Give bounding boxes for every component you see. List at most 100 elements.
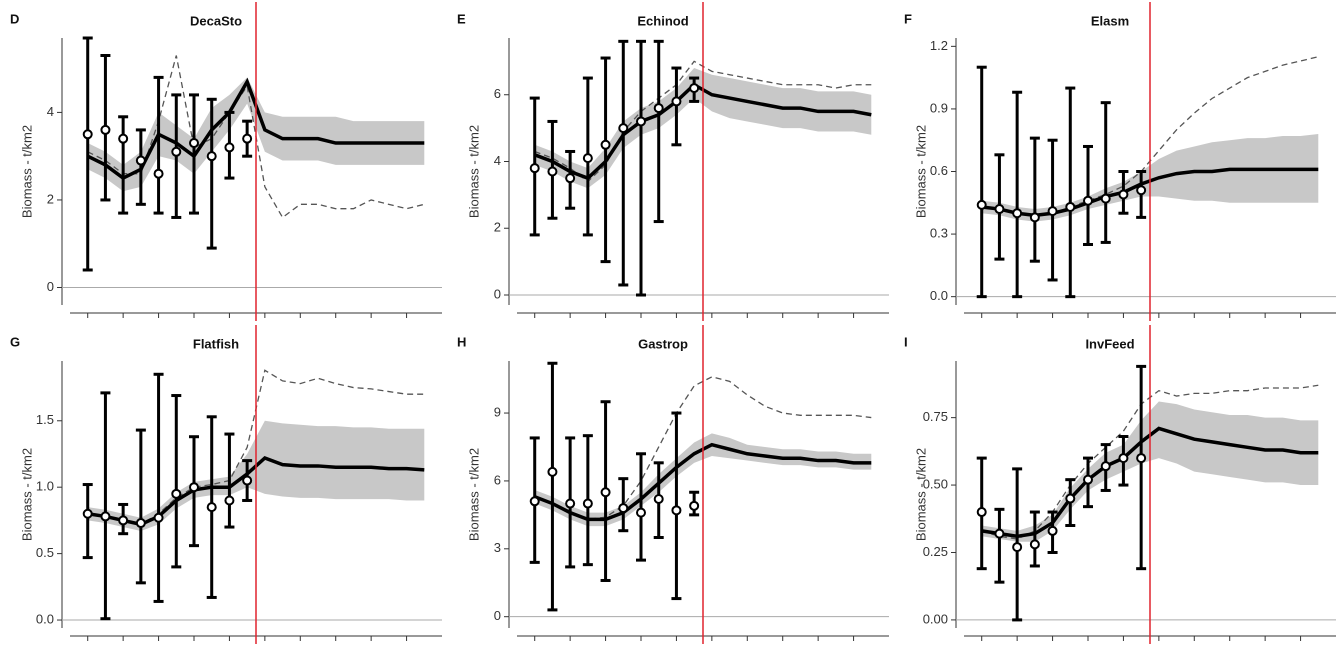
observed-point <box>671 505 682 516</box>
observed-point <box>994 528 1005 539</box>
observed-point <box>135 155 146 166</box>
observed-point <box>171 146 182 157</box>
observed-point <box>1136 453 1147 464</box>
observed-point <box>206 502 217 513</box>
y-tick-label: 2 <box>494 220 501 235</box>
observed-point <box>671 96 682 107</box>
observed-point <box>636 116 646 127</box>
y-tick-label: 0.3 <box>930 226 948 241</box>
y-tick-label: 0 <box>47 279 54 294</box>
y-tick-label: 0.50 <box>923 476 948 491</box>
observed-point <box>565 498 576 509</box>
panel-title: Gastrop <box>638 336 688 351</box>
observed-point <box>547 466 558 477</box>
observed-point <box>189 482 199 493</box>
observed-point <box>618 123 629 134</box>
y-tick-label: 4 <box>47 104 54 119</box>
observed-point <box>653 494 664 505</box>
observed-point <box>100 511 111 522</box>
panel-label: E <box>457 11 466 26</box>
y-axis-label: Biomass - t/km2 <box>19 125 34 218</box>
y-tick-label: 0.00 <box>923 611 948 626</box>
y-tick-label: 0.5 <box>36 545 54 560</box>
y-tick-label: 0.9 <box>930 100 948 115</box>
observed-point <box>1029 212 1040 223</box>
observed-point <box>1118 189 1129 200</box>
observed-point <box>1029 539 1040 550</box>
y-tick-label: 3 <box>494 540 501 555</box>
observed-point <box>1012 208 1023 219</box>
observed-point <box>600 139 611 150</box>
observed-point <box>224 495 235 506</box>
observed-point <box>653 103 664 114</box>
panel-title: InvFeed <box>1085 336 1134 351</box>
y-tick-label: 2 <box>47 191 54 206</box>
observed-point <box>1136 185 1147 196</box>
observed-point <box>82 508 93 519</box>
panel-label: F <box>904 11 912 26</box>
y-tick-label: 4 <box>494 153 501 168</box>
observed-point <box>529 163 540 174</box>
y-tick-label: 6 <box>494 472 501 487</box>
y-axis-label: Biomass - t/km2 <box>913 448 928 541</box>
panel-label: I <box>904 334 908 349</box>
band <box>87 77 425 192</box>
observed-point <box>689 500 700 511</box>
band <box>534 68 872 189</box>
observed-point <box>118 133 129 144</box>
panel-label: G <box>10 334 20 349</box>
observed-point <box>1100 193 1111 204</box>
observed-point <box>976 199 987 210</box>
y-axis-label: Biomass - t/km2 <box>19 448 34 541</box>
y-tick-label: 0 <box>494 286 501 301</box>
y-tick-label: 0.75 <box>923 409 948 424</box>
observed-point <box>135 518 146 529</box>
panel-title: Elasm <box>1091 13 1129 28</box>
y-tick-label: 0.25 <box>923 544 948 559</box>
y-tick-label: 1.2 <box>930 38 948 53</box>
y-axis-label: Biomass - t/km2 <box>466 448 481 541</box>
observed-point <box>118 515 129 526</box>
observed-point <box>1118 453 1129 464</box>
observed-point <box>1065 201 1076 212</box>
observed-point <box>600 487 611 498</box>
observed-point <box>1047 525 1058 536</box>
observed-point <box>618 503 629 514</box>
panel-label: H <box>457 334 466 349</box>
panel-title: Echinod <box>637 13 688 28</box>
observed-point <box>224 142 235 153</box>
observed-point <box>994 204 1005 215</box>
observed-point <box>547 166 558 177</box>
panel-title: DecaSto <box>190 13 242 28</box>
observed-point <box>529 496 540 507</box>
observed-point <box>1083 195 1093 206</box>
observed-point <box>242 133 253 144</box>
observed-point <box>242 475 253 486</box>
observed-point <box>1083 474 1093 485</box>
observed-point <box>171 488 182 499</box>
y-tick-label: 1.0 <box>36 479 54 494</box>
observed-point <box>1047 206 1058 217</box>
observed-point <box>582 498 593 509</box>
y-tick-label: 0.0 <box>36 611 54 626</box>
panel-label: D <box>10 11 19 26</box>
observed-point <box>189 138 199 149</box>
y-tick-label: 0 <box>494 608 501 623</box>
observed-point <box>82 129 93 140</box>
y-tick-label: 1.5 <box>36 412 54 427</box>
y-tick-label: 9 <box>494 404 501 419</box>
observed-point <box>689 83 700 94</box>
observed-point <box>206 151 217 162</box>
y-tick-label: 0.0 <box>930 288 948 303</box>
observed-point <box>1100 461 1111 472</box>
y-tick-label: 6 <box>494 86 501 101</box>
y-axis-label: Biomass - t/km2 <box>466 125 481 218</box>
observed-point <box>153 168 164 179</box>
y-axis-label: Biomass - t/km2 <box>913 125 928 218</box>
observed-point <box>565 173 576 184</box>
observed-point <box>153 512 164 523</box>
observed-point <box>582 153 593 164</box>
observed-point <box>636 507 646 518</box>
observed-point <box>1065 493 1076 504</box>
